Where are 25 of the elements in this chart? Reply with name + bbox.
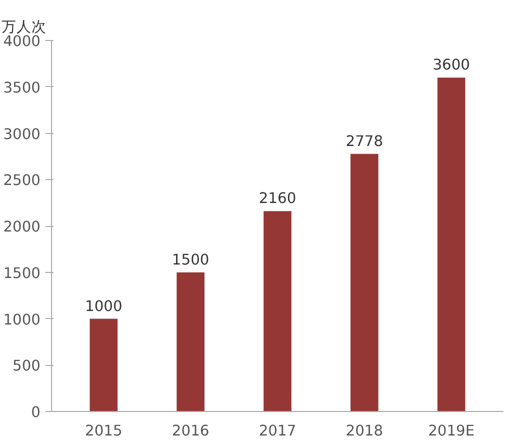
y-tick-label: 2500	[3, 172, 41, 190]
y-tick-label: 3500	[3, 79, 41, 96]
y-tick-label: 1000	[3, 311, 41, 328]
x-tick-label: 2016	[172, 422, 210, 440]
bar	[437, 78, 466, 412]
x-tick-label: 2018	[346, 422, 384, 440]
data-label: 2778	[346, 132, 384, 150]
bar	[350, 154, 378, 412]
bar	[90, 318, 118, 412]
x-tick-label: 2019E	[428, 422, 475, 440]
y-tick-label: 3000	[3, 126, 41, 143]
y-tick-label: 4000	[3, 33, 41, 50]
data-label: 1000	[85, 298, 122, 315]
data-label: 3600	[432, 56, 470, 74]
data-label: 2160	[258, 190, 296, 208]
x-tick-label: 2015	[85, 422, 122, 440]
bar	[176, 272, 204, 412]
bar	[264, 211, 292, 412]
y-tick-label: 2000	[3, 218, 41, 236]
y-axis-title: 万人次	[2, 20, 46, 36]
y-tick-label: 0	[31, 404, 41, 421]
x-tick-label: 2017	[258, 422, 296, 440]
y-tick-label: 1500	[3, 264, 41, 282]
data-label: 1500	[172, 251, 210, 268]
y-tick-label: 500	[12, 358, 41, 375]
